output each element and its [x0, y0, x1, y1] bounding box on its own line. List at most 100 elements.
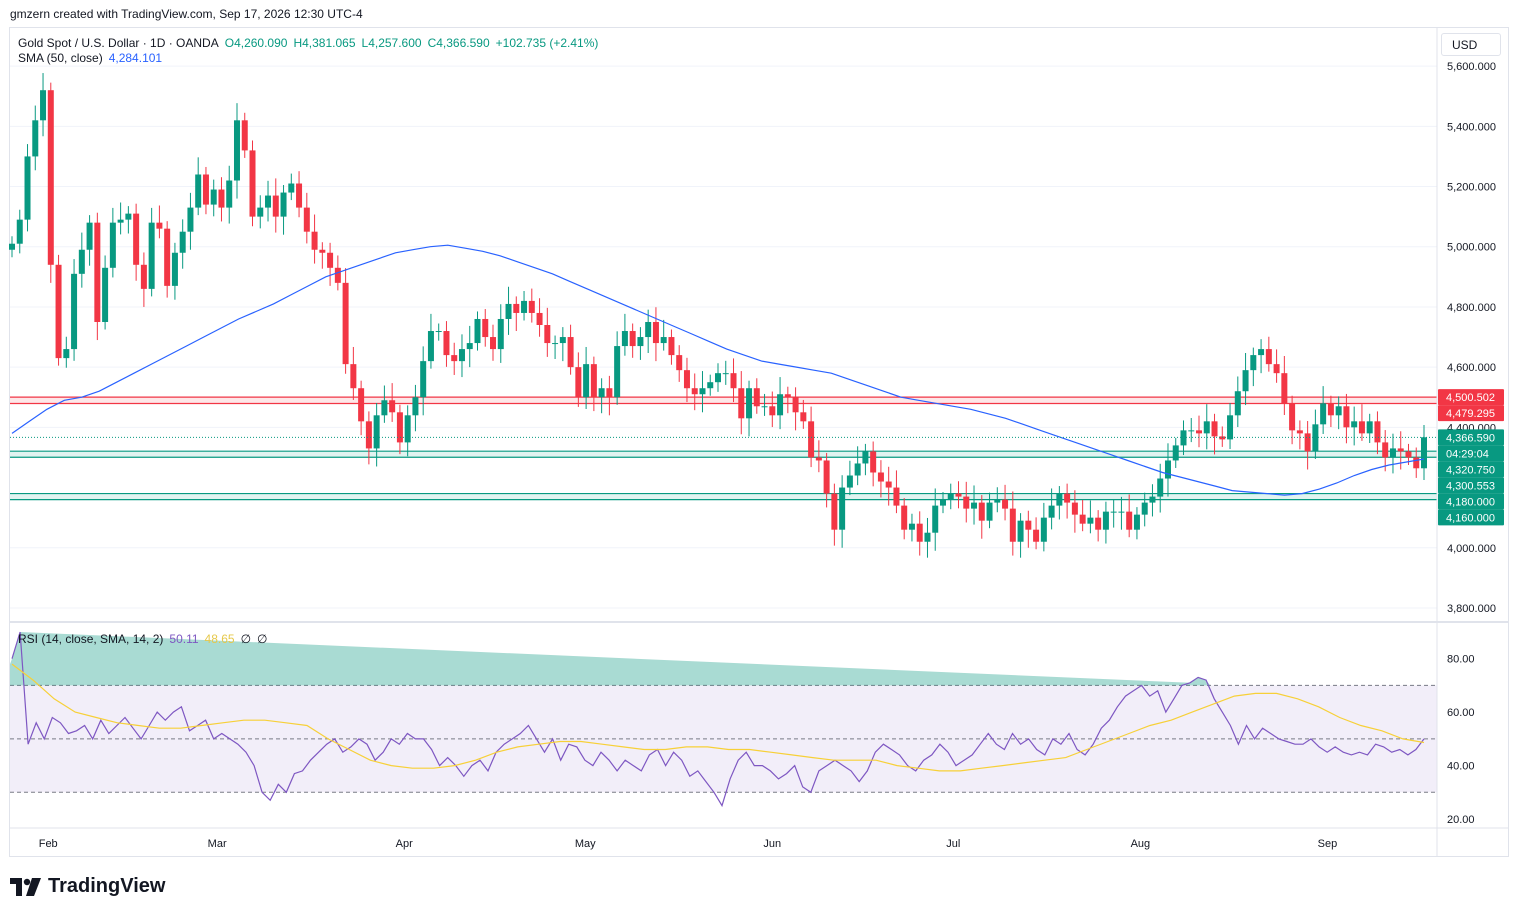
candle-up: [1087, 517, 1094, 524]
candle-up: [458, 349, 465, 362]
candle-up: [171, 252, 178, 286]
time-tick-label: Mar: [208, 838, 227, 850]
candle-down: [513, 303, 520, 313]
candle-down: [691, 388, 698, 395]
price-label-text: 4,366.590: [1446, 432, 1495, 444]
candle-down: [901, 505, 908, 530]
candle-down: [1002, 499, 1009, 509]
candle-up: [466, 343, 473, 350]
candle-down: [955, 493, 962, 497]
candle-up: [435, 331, 442, 333]
candle-down: [334, 267, 341, 283]
sma-legend-label[interactable]: SMA (50, close): [18, 51, 103, 65]
candle-down: [870, 451, 877, 473]
rsi-axis: 80.00 60.00 40.00 20.00: [1447, 654, 1475, 826]
chart-frame[interactable]: [9, 27, 1509, 857]
candle-up: [939, 499, 946, 506]
candle-down: [140, 264, 147, 289]
candle-down: [296, 183, 303, 208]
legend-close: C4,366.590: [427, 36, 490, 50]
candle-up: [226, 180, 233, 208]
candle-up: [179, 231, 186, 253]
candle-down: [1273, 364, 1280, 374]
candle-down: [1343, 406, 1350, 428]
candle-down: [1033, 529, 1040, 542]
support-zone[interactable]: [10, 451, 1437, 458]
candle-down: [1281, 373, 1288, 404]
candle-up: [102, 267, 109, 322]
currency-selector[interactable]: USD: [1441, 33, 1501, 56]
time-tick-label: Apr: [396, 838, 413, 850]
candle-up: [1149, 496, 1156, 503]
candle-up: [521, 300, 528, 313]
candle-down: [490, 337, 497, 350]
candle-up: [71, 273, 78, 350]
price-tick-label: 4,800.000: [1447, 302, 1496, 314]
candle-down: [769, 406, 776, 416]
candle-down: [1304, 433, 1311, 452]
candle-down: [1265, 349, 1272, 365]
candle-down: [1358, 421, 1365, 434]
resistance-zone[interactable]: [10, 397, 1437, 404]
candle-up: [746, 388, 753, 419]
candle-up: [1389, 448, 1396, 458]
candle-up: [660, 337, 667, 344]
candle-up: [862, 451, 869, 464]
candle-down: [784, 394, 791, 398]
attribution-text: gmzern created with TradingView.com, Sep…: [10, 7, 363, 21]
price-label-badge: [1438, 389, 1504, 406]
candle-down: [1382, 442, 1389, 458]
legend-change: +102.735 (+2.41%): [495, 36, 599, 50]
candle-down: [272, 195, 279, 217]
candle-down: [342, 282, 349, 365]
candle-down: [218, 189, 225, 208]
candle-down: [1095, 517, 1102, 530]
price-label-badge: [1438, 477, 1504, 494]
rsi-ma-line: [11, 663, 1425, 772]
rsi-line: [11, 631, 1425, 808]
candle-up: [78, 249, 85, 274]
candle-down: [885, 481, 892, 488]
candle-up: [777, 394, 784, 416]
candle-down: [629, 331, 636, 347]
candle-up: [1164, 460, 1171, 479]
candle-down: [350, 364, 357, 389]
rsi-tick-label: 20.00: [1447, 814, 1475, 826]
candle-down: [241, 120, 248, 151]
candle-up: [1351, 421, 1358, 428]
support-zone[interactable]: [10, 493, 1437, 500]
rsi-tick-label: 80.00: [1447, 654, 1475, 666]
candle-down: [303, 207, 310, 232]
candle-up: [1242, 370, 1249, 392]
candle-down: [528, 300, 535, 313]
candle-down: [94, 222, 101, 322]
time-tick-label: May: [575, 838, 596, 850]
candle-down: [676, 355, 683, 371]
candle-up: [722, 373, 729, 375]
candle-down: [753, 388, 760, 407]
candle-up: [645, 321, 652, 338]
candle-down: [815, 457, 822, 461]
candle-up: [280, 192, 287, 217]
candle-down: [1025, 520, 1032, 530]
sma-legend-value: 4,284.101: [108, 51, 163, 65]
candle-up: [497, 318, 504, 350]
rsi-legend-label[interactable]: RSI (14, close, SMA, 14, 2): [18, 632, 164, 646]
rsi-legend-extra-2: ∅: [257, 632, 268, 646]
candle-up: [16, 219, 23, 244]
legend-symbol[interactable]: Gold Spot / U.S. Dollar · 1D · OANDA: [18, 36, 219, 50]
candle-up: [412, 397, 419, 416]
candle-up: [117, 219, 124, 223]
candle-down: [831, 493, 838, 530]
candle-up: [233, 120, 240, 181]
candle-down: [1374, 421, 1381, 443]
candle-down: [133, 213, 140, 265]
rsi-legend-value: 50.11: [169, 632, 199, 646]
candle-up: [420, 361, 427, 398]
candle-down: [358, 388, 365, 422]
price-label-badge: [1438, 461, 1504, 478]
candle-up: [40, 90, 47, 121]
zones-layer: [10, 396, 1437, 501]
candle-down: [893, 487, 900, 506]
